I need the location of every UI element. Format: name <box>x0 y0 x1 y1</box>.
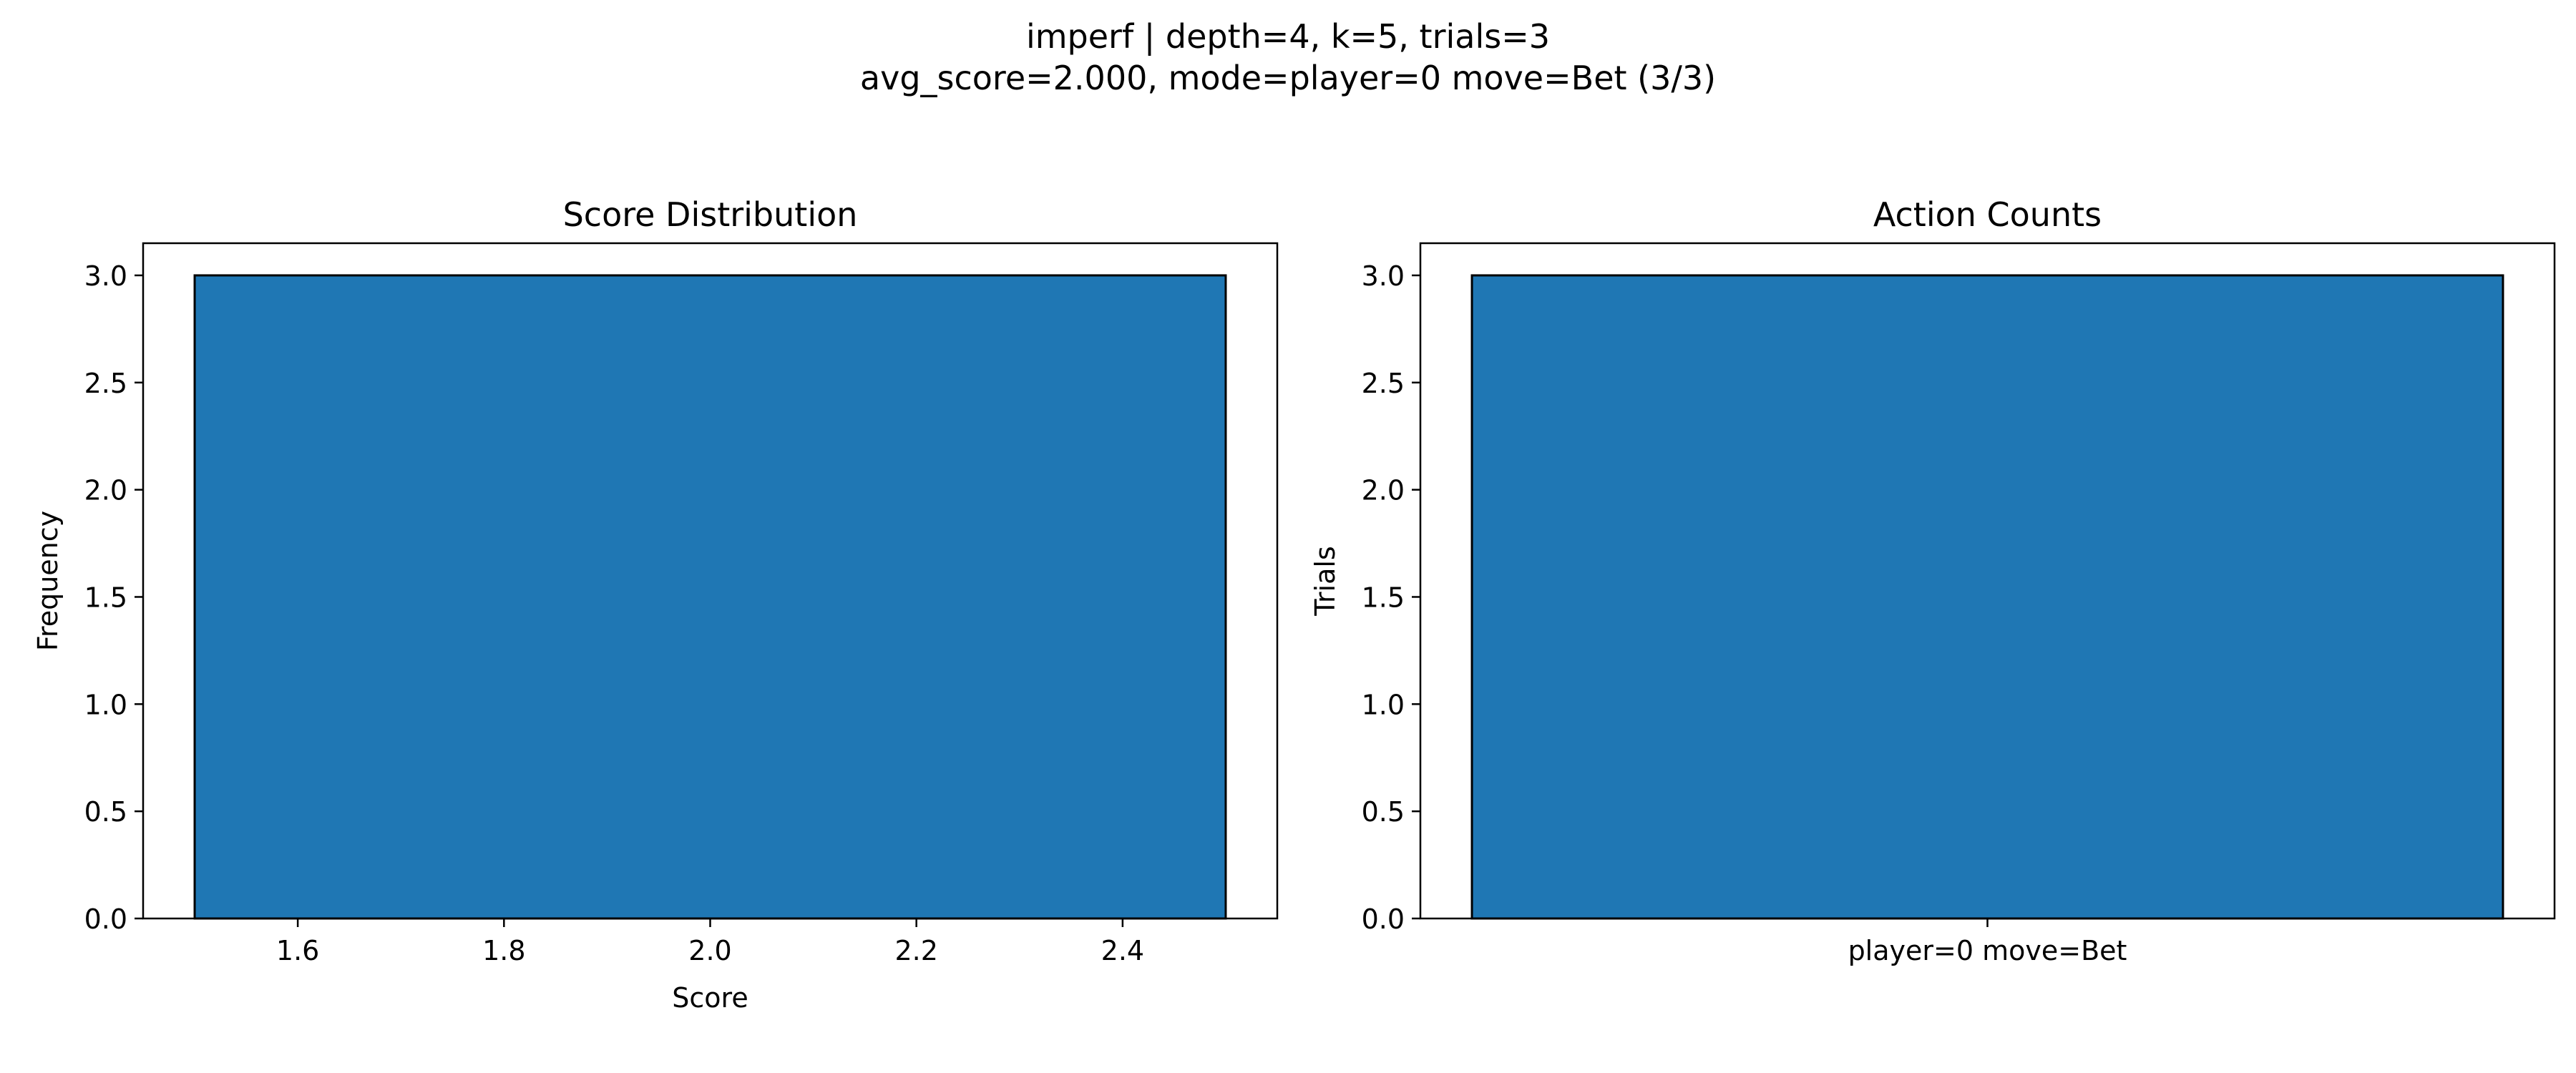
y-tick-label: 2.5 <box>84 368 127 399</box>
y-tick-label: 1.0 <box>1362 689 1405 720</box>
chart-title: Action Counts <box>1873 195 2102 234</box>
y-tick-label: 1.0 <box>84 689 127 720</box>
x-tick-label: 2.2 <box>894 935 937 966</box>
figure-title-line-1: imperf | depth=4, k=5, trials=3 <box>1025 17 1551 56</box>
y-tick-label: 2.5 <box>1362 368 1405 399</box>
y-tick-label: 1.5 <box>84 582 127 613</box>
x-tick-label: 1.6 <box>276 935 319 966</box>
y-tick-label: 0.5 <box>84 796 127 828</box>
y-tick-label: 0.0 <box>1362 903 1405 935</box>
y-tick-label: 3.0 <box>84 260 127 292</box>
y-tick-label: 0.5 <box>1362 796 1405 828</box>
chart-title: Score Distribution <box>563 195 858 234</box>
figure-title-line-2: avg_score=2.000, mode=player=0 move=Bet … <box>859 59 1717 97</box>
y-tick-label: 3.0 <box>1362 260 1405 292</box>
y-tick-label: 0.0 <box>84 903 127 935</box>
x-category-label: player=0 move=Bet <box>1848 935 2127 966</box>
y-tick-label: 2.0 <box>84 475 127 506</box>
x-axis-label: Score <box>672 982 748 1014</box>
y-axis-label: Trials <box>1309 546 1341 616</box>
x-tick-label: 1.8 <box>482 935 525 966</box>
x-tick-label: 2.4 <box>1101 935 1144 966</box>
histogram-bar <box>193 274 1227 920</box>
bar <box>1470 274 2504 920</box>
y-tick-label: 1.5 <box>1362 582 1405 613</box>
x-tick-label: 2.0 <box>688 935 731 966</box>
y-tick-label: 2.0 <box>1362 475 1405 506</box>
y-axis-label: Frequency <box>32 511 64 651</box>
